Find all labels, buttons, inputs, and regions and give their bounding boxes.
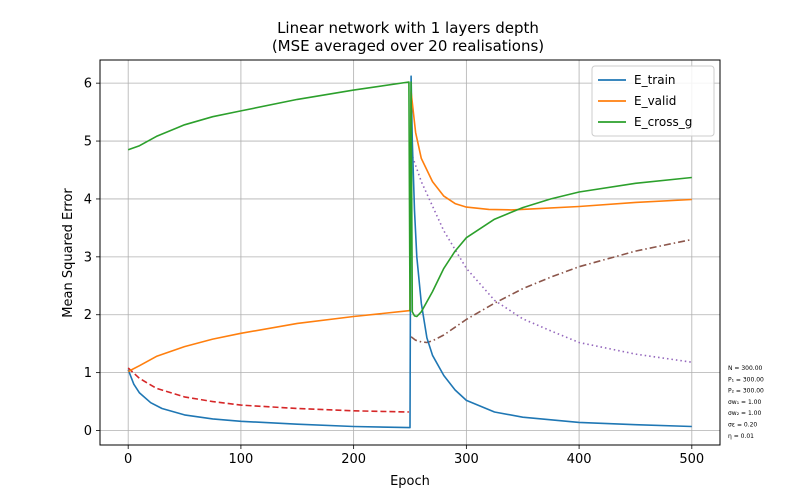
legend-label: E_valid: [634, 94, 676, 108]
chart-subtitle: (MSE averaged over 20 realisations): [272, 37, 544, 55]
y-tick-label: 0: [84, 424, 92, 439]
parameter-text: η = 0.01: [728, 433, 754, 440]
x-tick-label: 200: [341, 452, 366, 467]
chart-title: Linear network with 1 layers depth: [277, 19, 539, 37]
x-tick-label: 500: [679, 452, 704, 467]
y-tick-label: 2: [84, 308, 92, 323]
series-line-unlabeled-dashdot: [410, 238, 692, 344]
series-line-unlabeled-dotted: [410, 152, 692, 363]
y-tick-label: 5: [84, 135, 92, 150]
plot-area-frame: [99, 59, 721, 446]
parameter-text: P₂ = 300.00: [728, 388, 764, 395]
x-tick-label: 300: [454, 452, 479, 467]
legend-label: E_train: [634, 73, 676, 87]
parameter-text: P₁ = 300.00: [728, 376, 764, 383]
legend: E_train E_valid E_cross_g: [591, 65, 715, 137]
parameter-text: N = 300.00: [728, 365, 763, 372]
y-tick-label: 1: [84, 366, 92, 381]
x-tick-label: 400: [567, 452, 592, 467]
series-line-e-train: [127, 75, 692, 429]
axis-ticks: 0 100 200 300 400 500 0 1 2 3 4 5 6: [84, 77, 705, 467]
y-tick-label: 6: [84, 77, 92, 92]
x-axis-label: Epoch: [390, 474, 430, 489]
legend-box: [591, 65, 715, 137]
y-tick-label: 4: [84, 192, 92, 207]
series-line-e-cross-g: [127, 81, 692, 318]
parameter-list: N = 300.00 P₁ = 300.00 P₂ = 300.00 σw₁ = 1.…: [728, 365, 764, 440]
series-layer: [127, 75, 692, 429]
y-axis-label: Mean Squared Error: [61, 188, 76, 318]
parameter-text: σw₂ = 1.00: [728, 410, 761, 417]
parameter-text: σε = 0.20: [728, 422, 757, 429]
x-tick-label: 0: [124, 452, 132, 467]
x-tick-label: 100: [228, 452, 253, 467]
parameter-text: σw₁ = 1.00: [728, 399, 761, 406]
y-tick-label: 3: [84, 250, 92, 265]
legend-label: E_cross_g: [634, 115, 692, 129]
series-line-unlabeled-dashed: [127, 367, 409, 413]
